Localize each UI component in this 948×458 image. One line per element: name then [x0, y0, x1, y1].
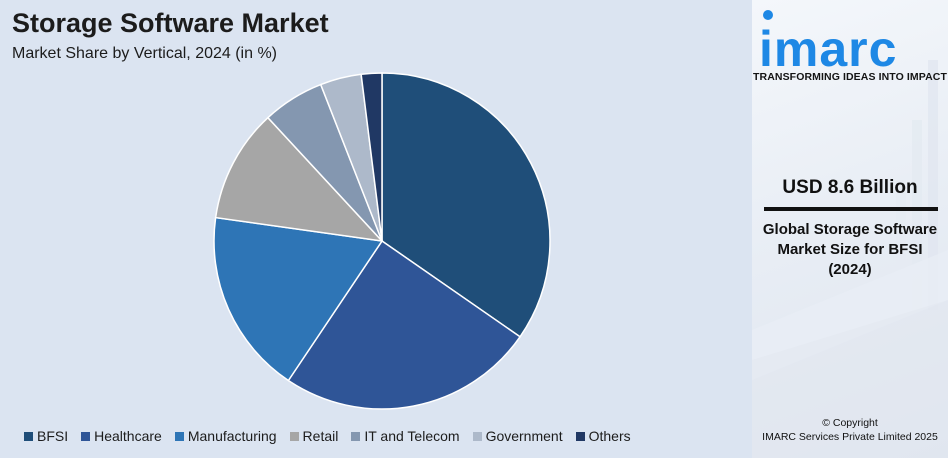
market-value-description: Global Storage Software Market Size for … [762, 221, 938, 278]
brand-sidebar: imarc TRANSFORMING IDEAS INTO IMPACT USD… [752, 0, 948, 458]
chart-legend: BFSI Healthcare Manufacturing Retail IT and … [24, 426, 644, 446]
legend-label: Manufacturing [187, 428, 277, 444]
legend-label: IT and Telecom [364, 428, 460, 444]
legend-label: Others [588, 428, 631, 444]
legend-swatch [351, 431, 361, 441]
legend-item: IT and Telecom [351, 428, 460, 444]
pie-slice-bfsi [381, 72, 551, 338]
pie-slice-retail [214, 116, 384, 243]
brand-tagline: TRANSFORMING IDEAS INTO IMPACT [753, 71, 947, 83]
chart-subtitle: Market Share by Vertical, 2024 (in %) [12, 45, 278, 62]
legend-swatch [174, 431, 184, 441]
legend-label: Healthcare [94, 428, 162, 444]
legend-item: Retail [289, 428, 339, 444]
legend-label: Retail [302, 428, 339, 444]
legend-swatch [81, 431, 91, 441]
pie-slice-manufacturing [213, 216, 384, 382]
legend-item: BFSI [24, 428, 68, 444]
legend-item: Healthcare [81, 428, 162, 444]
copyright-line-2: IMARC Services Private Limited 2025 [762, 431, 938, 443]
chart-title: Storage Software Market [12, 8, 329, 38]
legend-label: Government [485, 428, 563, 444]
pie-chart [213, 72, 551, 410]
legend-label: BFSI [37, 428, 69, 444]
legend-item: Manufacturing [174, 428, 277, 444]
legend-swatch [575, 431, 585, 441]
market-value: USD 8.6 Billion [782, 177, 918, 198]
svg-text:imarc: imarc [760, 21, 897, 68]
legend-swatch [289, 431, 299, 441]
legend-item: Others [575, 428, 631, 444]
pie-slice-healthcare [287, 239, 522, 410]
background-bars-decoration [752, 60, 948, 458]
legend-swatch [24, 431, 33, 441]
imarc-logo: imarc [760, 10, 897, 68]
pie-slice-others [360, 72, 383, 242]
divider-rule [764, 207, 938, 211]
copyright: © Copyright IMARC Services Private Limit… [752, 416, 948, 444]
legend-item: Government [472, 428, 563, 444]
legend-swatch [472, 431, 482, 441]
chart-panel: Storage Software Market Market Share by … [0, 0, 752, 458]
copyright-line-1: © Copyright [822, 417, 878, 429]
